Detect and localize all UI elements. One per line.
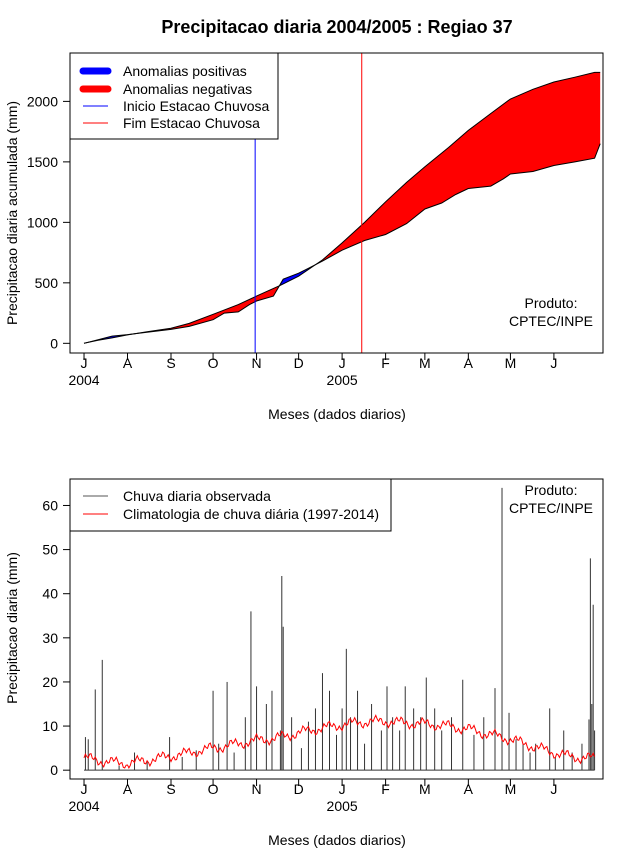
top-x-tick-label: M <box>419 355 431 371</box>
climatology-accumulated-line <box>83 71 601 344</box>
bottom-annotation-line1: Produto: <box>525 482 578 498</box>
top-legend: Anomalias positivas Anomalias negativas … <box>69 52 279 140</box>
bottom-legend-box <box>69 478 392 532</box>
negative-anomaly-area <box>135 285 279 334</box>
observed-accumulated-line <box>83 143 601 344</box>
top-x-axis-label: Meses (dados diarios) <box>268 406 406 422</box>
bottom-x-tick-label: O <box>208 781 219 797</box>
bottom-legend: Chuva diaria observada Climatologia de c… <box>69 478 392 532</box>
top-y-tick-label: 2000 <box>27 93 58 109</box>
top-y-axis-label: Precipitacao diaria acumulada (mm) <box>4 101 20 325</box>
top-y-tick-label: 500 <box>35 275 59 291</box>
legend-label-observed: Chuva diaria observada <box>123 488 271 504</box>
top-y-tick-label: 0 <box>50 335 58 351</box>
bottom-y-tick-label: 0 <box>50 762 58 778</box>
legend-label-end: Fim Estacao Chuvosa <box>123 115 260 131</box>
positive-anomaly-area <box>280 265 315 286</box>
top-x-tick-label: N <box>251 355 261 371</box>
bottom-x-tick-label: S <box>166 781 175 797</box>
top-x-tick-label: O <box>208 355 219 371</box>
top-x-tick-label: D <box>294 355 304 371</box>
bottom-y-tick-label: 60 <box>42 497 58 513</box>
top-x-tick-label: A <box>464 355 474 371</box>
bottom-x-tick-label: J <box>550 781 557 797</box>
legend-label-negative: Anomalias negativas <box>123 81 252 97</box>
top-annotation-line2: CPTEC/INPE <box>509 313 593 329</box>
top-year-label: 2005 <box>327 372 358 388</box>
top-x-tick-label: S <box>166 355 175 371</box>
top-annotation-line1: Produto: <box>525 295 578 311</box>
top-x-tick-label: A <box>123 355 133 371</box>
top-chart-title: Precipitacao diaria 2004/2005 : Regiao 3… <box>161 17 512 37</box>
bottom-x-tick-label: M <box>419 781 431 797</box>
bottom-x-tick-label: M <box>505 781 517 797</box>
climatology-line <box>83 714 596 769</box>
bottom-x-tick-label: F <box>381 781 390 797</box>
negative-anomaly-area <box>315 72 601 265</box>
top-y-tick-label: 1500 <box>27 154 58 170</box>
top-x-tick-label: J <box>339 355 346 371</box>
top-chart: Precipitacao diaria 2004/2005 : Regiao 3… <box>4 17 604 422</box>
anomaly-area-group <box>83 71 601 344</box>
legend-label-start: Inicio Estacao Chuvosa <box>123 98 270 114</box>
bottom-x-tick-label: A <box>464 781 474 797</box>
bottom-y-tick-label: 20 <box>42 674 58 690</box>
top-x-tick-label: F <box>381 355 390 371</box>
top-x-tick-label: M <box>505 355 517 371</box>
top-x-tick-label: J <box>550 355 557 371</box>
bottom-y-tick-label: 30 <box>42 630 58 646</box>
bottom-y-axis-label: Precipitacao diaria (mm) <box>4 552 20 704</box>
top-legend-box <box>69 52 279 140</box>
bottom-x-tick-label: J <box>81 781 88 797</box>
bottom-x-tick-label: A <box>123 781 133 797</box>
bottom-x-tick-label: D <box>294 781 304 797</box>
top-y-axis: 0 500 1000 1500 2000 <box>27 93 71 351</box>
bottom-x-tick-label: J <box>339 781 346 797</box>
top-y-tick-label: 1000 <box>27 214 58 230</box>
bottom-y-tick-label: 10 <box>42 718 58 734</box>
legend-label-positive: Anomalias positivas <box>123 63 247 79</box>
bottom-y-tick-label: 50 <box>42 542 58 558</box>
bottom-y-tick-label: 40 <box>42 586 58 602</box>
top-x-tick-label: J <box>81 355 88 371</box>
bottom-year-label: 2005 <box>327 798 358 814</box>
bottom-y-axis: 0 10 20 30 40 50 60 <box>42 497 71 778</box>
top-year-label: 2004 <box>68 372 99 388</box>
bottom-annotation-line2: CPTEC/INPE <box>509 500 593 516</box>
legend-label-climatology: Climatologia de chuva diária (1997-2014) <box>123 506 379 522</box>
bottom-x-axis-label: Meses (dados diarios) <box>268 832 406 848</box>
bottom-year-label: 2004 <box>68 798 99 814</box>
bottom-x-tick-label: N <box>251 781 261 797</box>
